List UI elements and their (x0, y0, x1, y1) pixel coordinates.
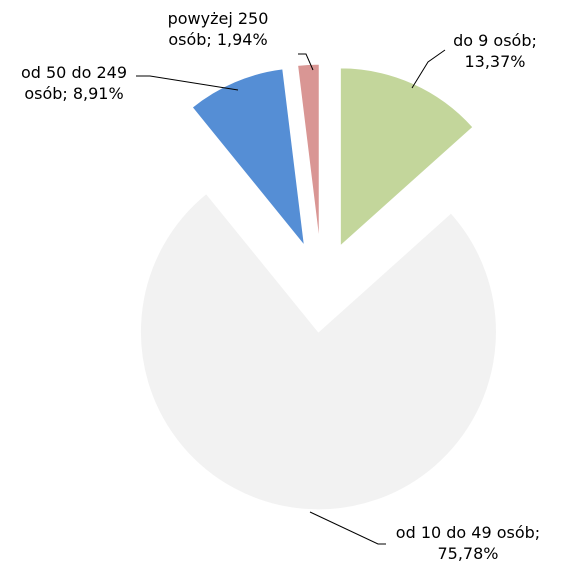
data-label: od 50 do 249 osób; 8,91% (20, 63, 128, 103)
leader-line (411, 49, 446, 89)
slices (139, 63, 497, 511)
data-label: powyżej 250 osób; 1,94% (167, 9, 269, 49)
leader-line (309, 511, 386, 545)
leader-line (298, 53, 314, 71)
pie-slice (139, 192, 497, 511)
data-label: od 10 do 49 osób; 75,78% (395, 523, 541, 563)
pie-slice (297, 63, 320, 243)
pie-slice (191, 68, 306, 248)
data-label: do 9 osób; 13,37% (453, 31, 537, 71)
leader-line (136, 75, 239, 91)
pie-slice (339, 67, 474, 248)
